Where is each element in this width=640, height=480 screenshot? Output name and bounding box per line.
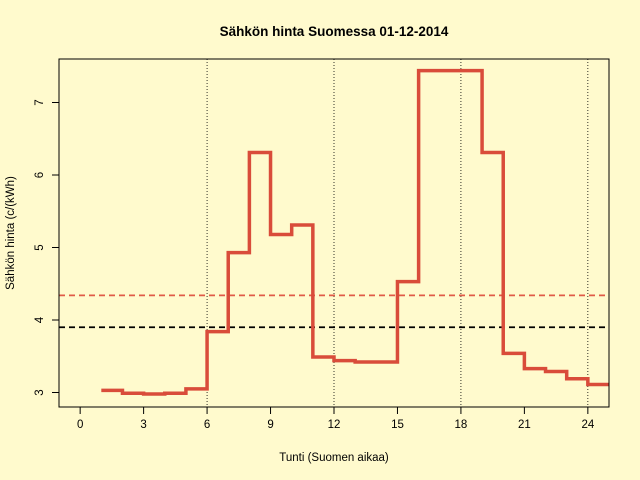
y-axis-label: Sähkön hinta (c/(kWh): [5, 176, 17, 290]
vertical-reference-lines: [206, 59, 589, 407]
series-layer: [101, 68, 609, 396]
x-tick-label-24: 24: [581, 419, 594, 431]
plot-frame: [58, 58, 610, 408]
y-tick-label-5: 5: [34, 244, 46, 250]
axes: 0 3 6 9 12 15 18 21 24 3 4 5 6 7: [34, 99, 595, 431]
series-line-0: [101, 68, 609, 396]
x-axis-label: Tunti (Suomen aikaa): [279, 452, 389, 464]
x-tick-label-3: 3: [140, 419, 146, 431]
x-tick-label-6: 6: [204, 419, 210, 431]
x-tick-label-18: 18: [455, 419, 468, 431]
x-tick-label-21: 21: [518, 419, 531, 431]
x-tick-label-9: 9: [267, 419, 273, 431]
chart-title: Sähkön hinta Suomessa 01-12-2014: [220, 24, 449, 39]
y-tick-label-4: 4: [34, 316, 46, 323]
x-tick-label-15: 15: [391, 419, 404, 431]
y-tick-label-6: 6: [34, 172, 46, 178]
x-tick-label-12: 12: [328, 419, 341, 431]
y-tick-label-3: 3: [34, 389, 46, 395]
horizontal-reference-lines: [59, 294, 609, 329]
x-tick-label-0: 0: [77, 419, 83, 431]
y-tick-label-7: 7: [34, 99, 46, 105]
